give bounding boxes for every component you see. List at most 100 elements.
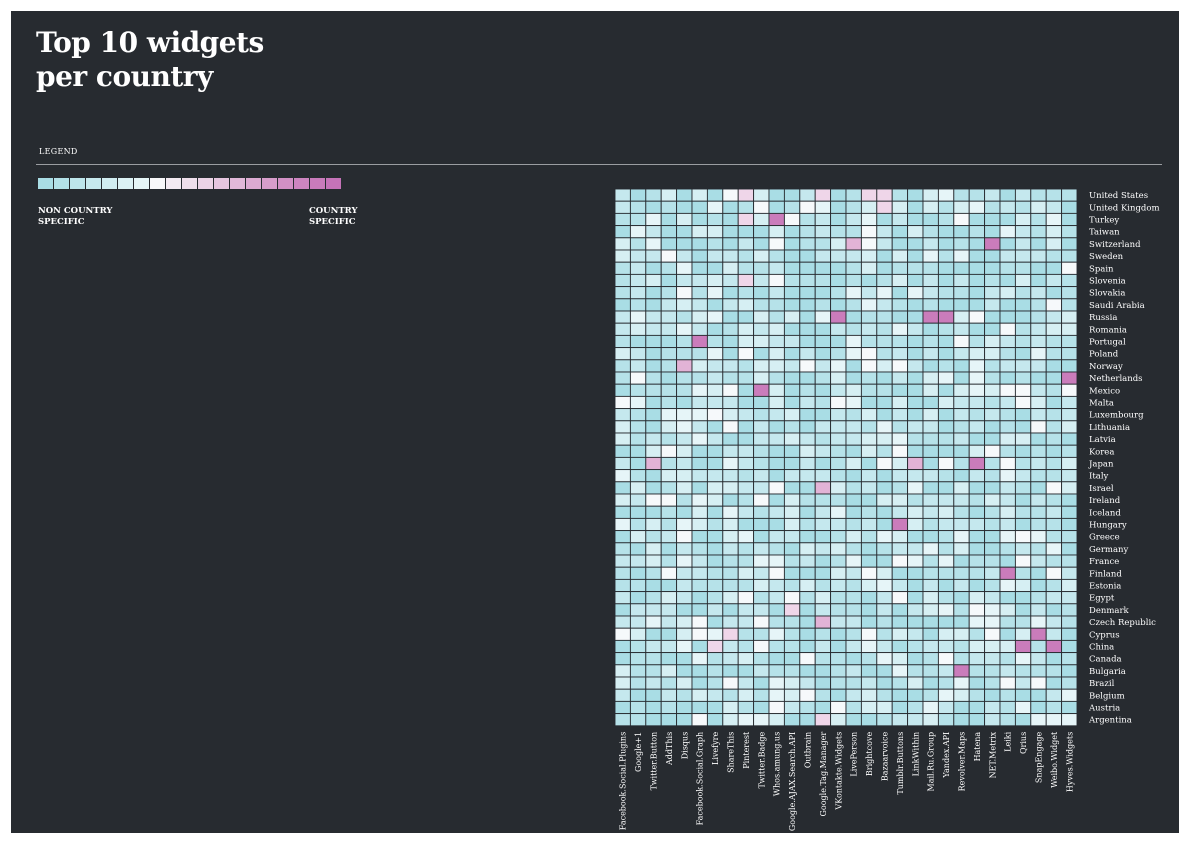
heatmap-cell <box>722 700 739 715</box>
heatmap-cell <box>922 286 939 300</box>
heatmap-cell <box>783 286 801 300</box>
heatmap-cell <box>814 298 832 312</box>
heatmap-cell <box>984 505 1001 519</box>
heatmap-cell <box>845 554 862 568</box>
heatmap-cell <box>876 286 893 300</box>
heatmap-cell <box>922 347 939 361</box>
heatmap-cell <box>722 615 739 629</box>
heatmap-cell <box>722 566 739 580</box>
heatmap-cell <box>676 566 693 580</box>
heatmap-cell <box>737 456 755 471</box>
row-label: Finland <box>1089 569 1122 579</box>
heatmap-cell <box>891 591 909 605</box>
heatmap-cell <box>676 212 693 227</box>
heatmap-cell <box>999 639 1016 654</box>
heatmap-cell <box>676 432 693 446</box>
heatmap-cell <box>706 334 724 349</box>
heatmap-cell <box>614 334 631 349</box>
heatmap-cell <box>1045 371 1063 385</box>
heatmap-cell <box>830 334 847 349</box>
heatmap-cell <box>876 676 893 690</box>
heatmap-cell <box>1061 664 1078 678</box>
heatmap-cell <box>706 566 724 580</box>
heatmap-cell <box>1014 554 1032 568</box>
heatmap-cell <box>1030 676 1047 690</box>
heatmap-cell <box>660 408 678 422</box>
heatmap-cell <box>968 347 986 361</box>
heatmap-cell <box>691 261 708 275</box>
heatmap-cell <box>629 554 647 568</box>
heatmap-cell <box>1014 542 1032 556</box>
heatmap-cell <box>984 383 1001 397</box>
heatmap-cell <box>614 481 631 495</box>
heatmap-cell <box>676 542 693 556</box>
heatmap-cell <box>999 237 1016 251</box>
heatmap-cell <box>691 298 708 312</box>
heatmap-cell <box>799 676 816 690</box>
heatmap-cell <box>860 517 878 532</box>
heatmap-cell <box>937 566 955 580</box>
legend-swatch <box>246 178 262 189</box>
heatmap-cell <box>660 334 678 349</box>
heatmap-cell <box>830 505 847 519</box>
heatmap-cell <box>1061 456 1078 471</box>
heatmap-cell <box>645 591 662 605</box>
heatmap-cell <box>984 639 1001 654</box>
heatmap-cell <box>799 432 816 446</box>
heatmap-cell <box>860 444 878 458</box>
heatmap-cell <box>907 713 924 727</box>
heatmap-cell <box>999 408 1016 422</box>
heatmap-cell <box>722 371 739 385</box>
heatmap-cell <box>722 554 739 568</box>
heatmap-cell <box>799 322 816 336</box>
heatmap-cell <box>984 249 1001 263</box>
heatmap-cell <box>845 615 862 629</box>
heatmap-cell <box>676 322 693 336</box>
heatmap-cell <box>968 530 986 544</box>
heatmap-cell <box>660 383 678 397</box>
heatmap-cell <box>737 420 755 434</box>
heatmap-cell <box>984 200 1001 214</box>
heatmap-cell <box>783 456 801 471</box>
heatmap-cell <box>783 639 801 654</box>
row-label: Latvia <box>1089 435 1116 445</box>
heatmap-cell <box>753 517 770 532</box>
heatmap-cell <box>629 517 647 532</box>
heatmap-cell <box>691 627 708 641</box>
heatmap-cell <box>753 432 770 446</box>
heatmap-cell <box>722 505 739 519</box>
row-label: Taiwan <box>1089 228 1120 238</box>
heatmap-cell <box>753 408 770 422</box>
heatmap-cell <box>614 456 631 471</box>
heatmap-cell <box>922 456 939 471</box>
heatmap-cell <box>691 676 708 690</box>
heatmap-cell <box>737 530 755 544</box>
heatmap-cell <box>783 603 801 617</box>
heatmap-cell <box>706 298 724 312</box>
heatmap-cell <box>907 212 924 227</box>
heatmap-cell <box>629 249 647 263</box>
row-label: Germany <box>1089 545 1128 555</box>
heatmap-cell <box>1045 420 1063 434</box>
heatmap-cell <box>999 676 1016 690</box>
heatmap-cell <box>753 261 770 275</box>
heatmap-cell <box>999 225 1016 239</box>
heatmap-cell <box>660 481 678 495</box>
heatmap-cell <box>999 212 1016 227</box>
heatmap-cell <box>1061 188 1078 202</box>
heatmap-cell <box>722 383 739 397</box>
heatmap-cell <box>999 420 1016 434</box>
heatmap-cell <box>660 225 678 239</box>
heatmap-cell <box>676 200 693 214</box>
heatmap-cell <box>891 432 909 446</box>
heatmap-cell <box>845 188 862 202</box>
heatmap-cell <box>783 615 801 629</box>
heatmap-cell <box>891 493 909 507</box>
legend-swatch <box>230 178 246 189</box>
heatmap-cell <box>768 225 785 239</box>
heatmap-cell <box>1030 261 1047 275</box>
heatmap-cell <box>676 627 693 641</box>
heatmap-cell <box>1030 310 1047 324</box>
heatmap-cell <box>799 591 816 605</box>
heatmap-cell <box>722 200 739 214</box>
